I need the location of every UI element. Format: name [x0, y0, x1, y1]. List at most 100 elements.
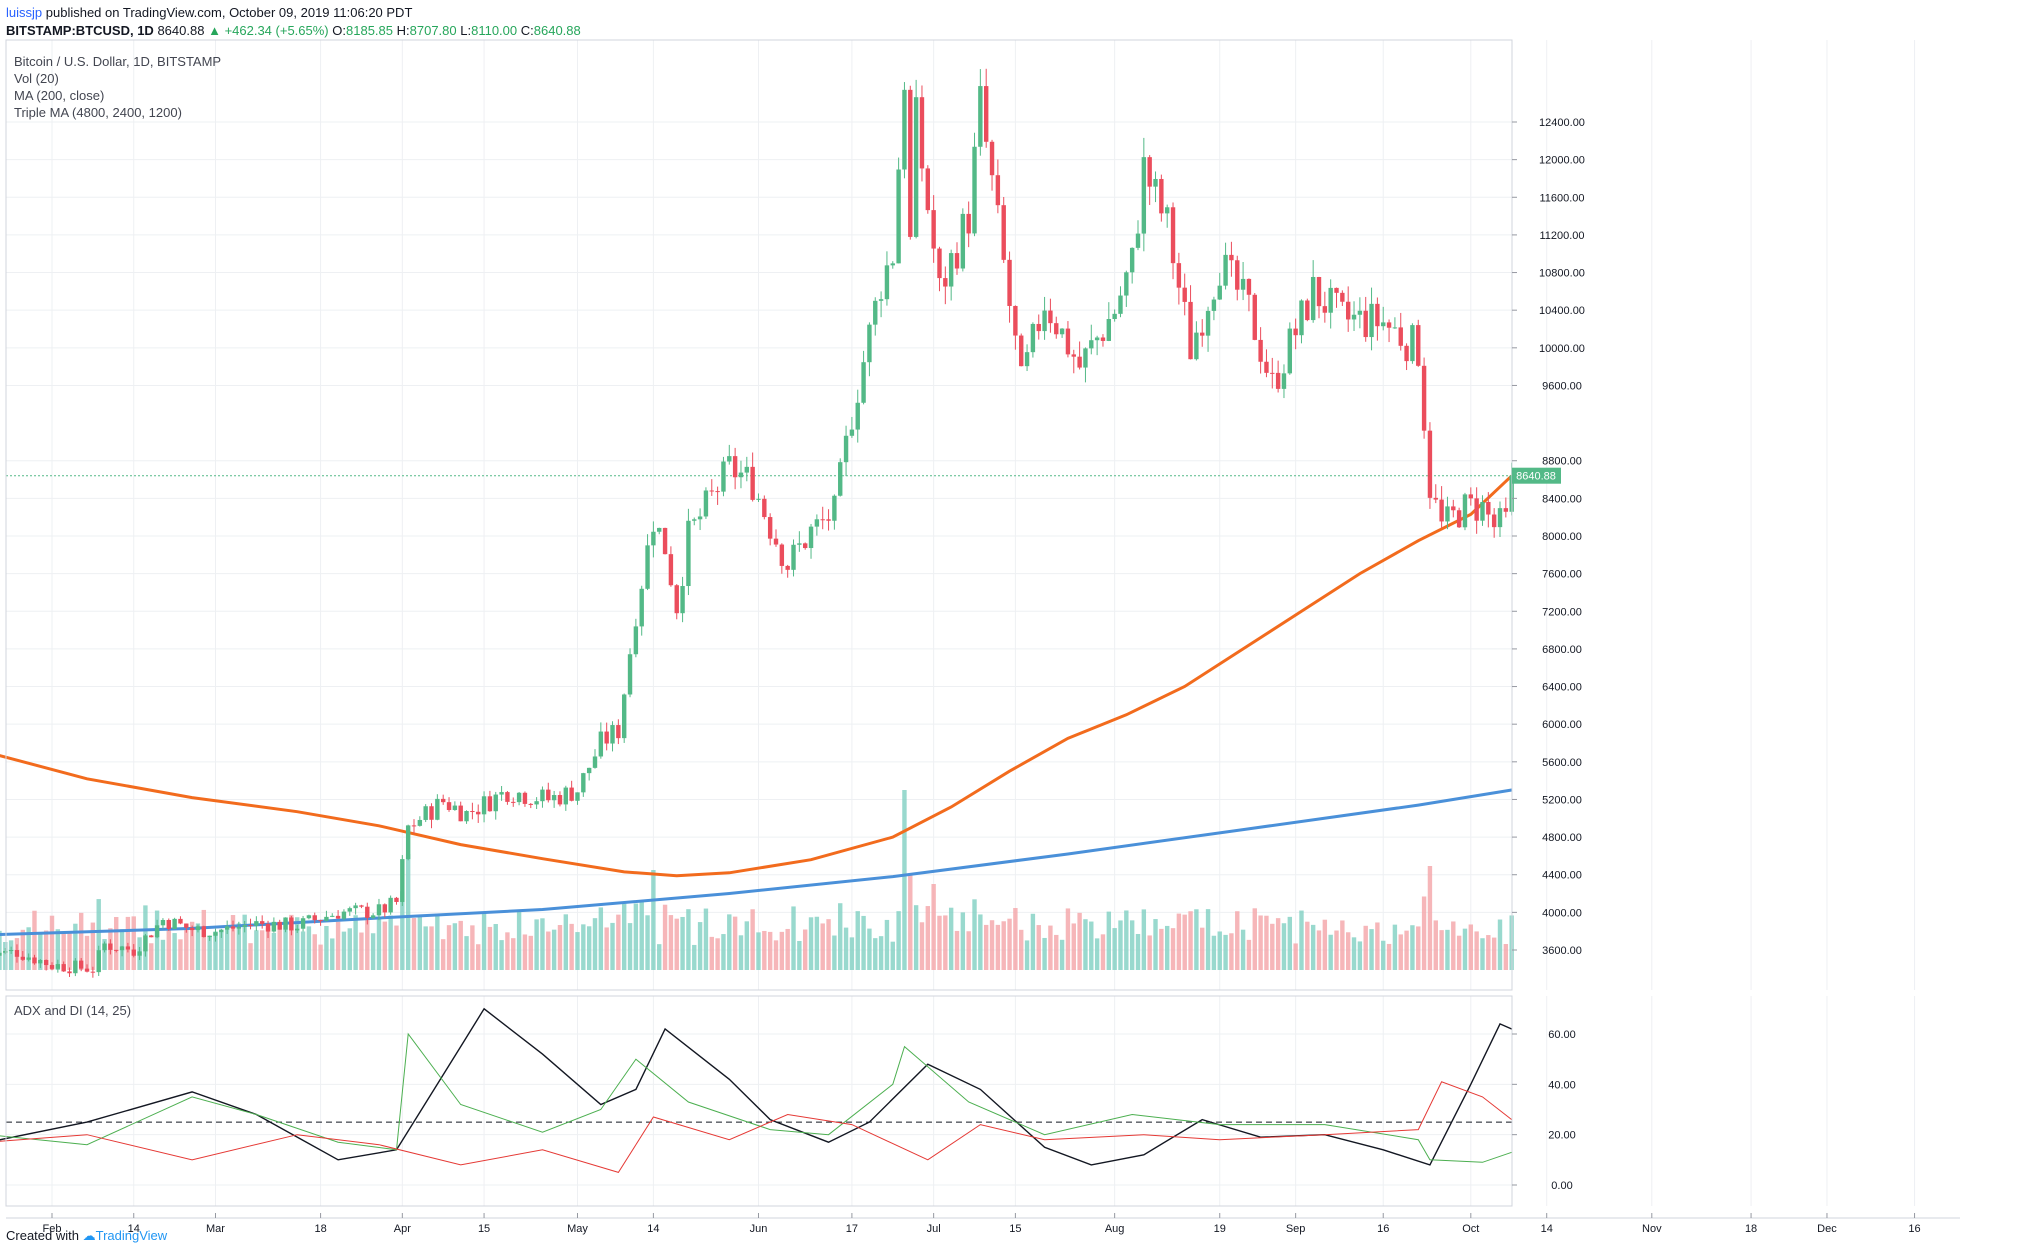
- volume-bar: [1468, 924, 1474, 970]
- grid: [6, 40, 1916, 1206]
- candle-body: [1421, 365, 1427, 431]
- volume-bar: [931, 884, 936, 970]
- open-value: 8185.85: [346, 23, 393, 38]
- legend-triple-ma[interactable]: Triple MA (4800, 2400, 1200): [14, 105, 182, 120]
- volume-bar: [995, 924, 1001, 970]
- volume-bar: [1287, 916, 1293, 970]
- price-tick-label: 10000.00: [1539, 343, 1585, 355]
- volume-bar: [884, 919, 890, 970]
- price-tick-label: 5200.00: [1542, 794, 1582, 806]
- volume-bar: [1334, 930, 1339, 970]
- time-tick-label: Jun: [750, 1223, 768, 1235]
- price-tick-label: 7200.00: [1542, 606, 1582, 618]
- candle-body: [1094, 337, 1100, 341]
- volume-bar: [1007, 918, 1012, 970]
- volume-bar: [779, 931, 785, 970]
- candle-body: [219, 929, 224, 933]
- candle-body: [674, 585, 679, 614]
- volume-bar: [324, 925, 329, 970]
- volume-bar: [551, 929, 557, 970]
- candle-body: [1381, 322, 1386, 327]
- tradingview-logo-icon[interactable]: ☁: [82, 1228, 96, 1243]
- volume-bar: [919, 922, 925, 970]
- volume-bar: [902, 790, 907, 970]
- candle-body: [1124, 272, 1129, 296]
- candle-body: [1013, 305, 1018, 336]
- volume-bar: [289, 914, 294, 970]
- candle-body: [1048, 310, 1053, 324]
- candle-body: [732, 456, 738, 478]
- volume-bar: [1404, 930, 1409, 970]
- volume-bar: [131, 916, 136, 970]
- candle-body: [1217, 285, 1222, 300]
- candle-body: [341, 911, 347, 919]
- volume-bar: [943, 915, 948, 970]
- candle-body: [516, 792, 522, 803]
- candle-body: [1135, 233, 1141, 248]
- candle-body: [779, 544, 785, 566]
- candle-body: [995, 175, 1001, 206]
- candle-body: [744, 466, 750, 473]
- last-price-badge: [1512, 467, 1561, 484]
- candle-body: [84, 968, 90, 972]
- candle-body: [1065, 328, 1071, 355]
- volume-bar: [236, 923, 242, 970]
- candle-body: [67, 971, 72, 974]
- candle-body: [943, 278, 948, 287]
- candle-body: [1235, 260, 1240, 290]
- volume-bar: [382, 921, 388, 970]
- tradingview-brand[interactable]: TradingView: [95, 1228, 168, 1243]
- candle-body: [1036, 323, 1041, 332]
- price-tick-label: 7600.00: [1542, 569, 1582, 581]
- candle-body: [0, 952, 2, 956]
- candle-body: [1240, 278, 1246, 290]
- volume-bar: [1170, 928, 1176, 970]
- candle-body: [633, 626, 639, 655]
- volume-bar: [242, 914, 247, 970]
- legend-ma[interactable]: MA (200, close): [14, 88, 105, 103]
- candle-body: [195, 926, 201, 931]
- volume-bar: [732, 916, 738, 970]
- price-tick-label: 4400.00: [1542, 870, 1582, 882]
- candle-body: [1141, 157, 1147, 234]
- candle-body: [55, 964, 61, 969]
- volume-bar: [989, 920, 995, 970]
- volume-bar: [662, 904, 668, 970]
- volume-bar: [32, 910, 37, 970]
- candle-body: [248, 925, 253, 927]
- volume-bar: [1217, 931, 1222, 970]
- low-value: 8110.00: [471, 23, 518, 38]
- candle-body: [1200, 332, 1205, 336]
- high-label: H:: [396, 23, 410, 38]
- candle-body: [96, 950, 101, 973]
- candle-body: [890, 263, 895, 266]
- time-tick-label: Mar: [206, 1223, 225, 1235]
- volume-bar: [1474, 931, 1479, 970]
- candle-body: [446, 802, 452, 811]
- volume-bar: [114, 917, 119, 970]
- candle-body: [1451, 506, 1456, 511]
- volume-bar: [96, 899, 101, 970]
- volume-bar: [49, 915, 55, 970]
- volume-bar: [1264, 915, 1269, 970]
- username[interactable]: luissjp: [6, 5, 43, 20]
- candle-body: [20, 956, 26, 960]
- volume-bar: [1345, 932, 1351, 970]
- volume-bar: [0, 930, 2, 970]
- volume-bar: [645, 915, 650, 970]
- volume-bar: [738, 935, 744, 970]
- candle-body: [1153, 178, 1158, 187]
- volume-bar: [1270, 923, 1275, 970]
- candle-body: [1410, 325, 1415, 362]
- volume-bar: [429, 926, 434, 970]
- adx-pane-title[interactable]: ADX and DI (14, 25): [14, 1003, 132, 1018]
- volume-bar: [417, 916, 423, 970]
- volume-bar: [1293, 943, 1298, 970]
- volume-bar: [727, 914, 732, 970]
- candle-body: [78, 960, 84, 969]
- candle-body: [703, 490, 709, 517]
- volume-bar: [861, 915, 866, 970]
- legend-vol[interactable]: Vol (20): [14, 71, 59, 86]
- volume-bar: [1381, 940, 1386, 970]
